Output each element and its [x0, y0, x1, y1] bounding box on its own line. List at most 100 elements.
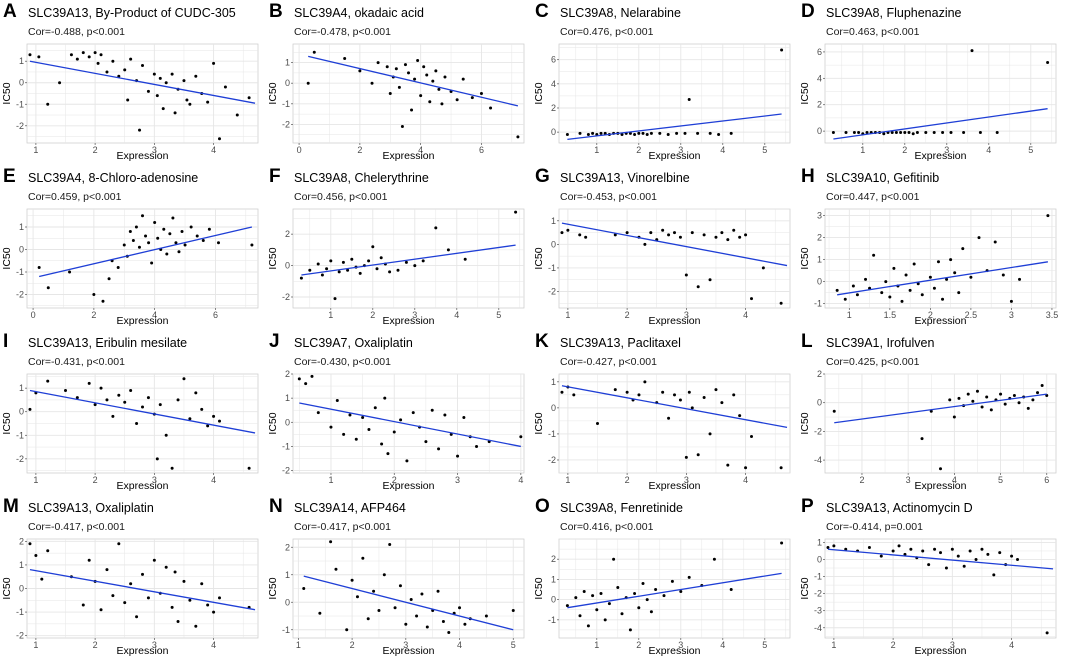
data-point [152, 558, 156, 562]
x-axis-label: Expression [383, 315, 435, 327]
panel-letter: H [801, 166, 815, 187]
data-point [206, 424, 210, 428]
y-tick-label: 6 [817, 47, 822, 57]
x-tick-label: 1 [328, 475, 333, 485]
correlation-stat: Cor=-0.431, p<0.001 [28, 356, 125, 368]
data-point [358, 69, 362, 73]
data-point [131, 239, 135, 242]
panel-letter: C [535, 1, 549, 22]
data-point [162, 227, 166, 231]
data-point [416, 59, 420, 62]
data-point [87, 381, 91, 385]
data-point [645, 133, 649, 137]
correlation-stat: Cor=-0.430, p<0.001 [294, 356, 391, 368]
data-point [335, 399, 339, 403]
panel-title: SLC39A13, Eribulin mesilate [28, 336, 187, 350]
data-point [341, 260, 345, 264]
panel-letter: I [3, 331, 8, 352]
data-point [447, 631, 451, 634]
data-point [666, 133, 670, 137]
data-point [397, 85, 401, 89]
data-point [455, 98, 459, 102]
data-point [1046, 214, 1050, 218]
data-point [388, 270, 392, 274]
y-axis-label: IC50 [267, 412, 279, 434]
data-point [726, 463, 730, 467]
data-point [422, 65, 426, 69]
panel-letter: E [3, 166, 16, 187]
data-point [400, 125, 404, 128]
data-point [643, 242, 647, 246]
chart-panel-m: M SLC39A13, Oxaliplatin Cor=-0.417, p<0.00… [0, 495, 266, 660]
data-point [366, 617, 370, 621]
x-tick-label: 4 [986, 145, 991, 155]
data-point [888, 295, 892, 299]
panel-title: SLC39A8, Fluphenazine [826, 6, 962, 20]
y-tick-label: 0 [285, 78, 290, 88]
data-point [158, 403, 162, 407]
y-tick-label: -2 [814, 589, 822, 599]
data-point [628, 628, 632, 632]
data-point [702, 395, 706, 399]
data-point [643, 380, 647, 384]
chart-svg: J SLC39A7, Oxaliplatin Cor=-0.430, p<0.001… [267, 331, 525, 492]
data-point [116, 266, 120, 269]
y-tick-label: -2 [16, 121, 24, 131]
data-point [434, 69, 438, 73]
data-point [720, 401, 724, 405]
y-tick-label: 1 [285, 393, 290, 403]
data-point [111, 59, 115, 63]
data-point [479, 92, 483, 95]
correlation-stat: Cor=-0.417, p<0.001 [294, 521, 391, 533]
x-tick-label: 1.5 [884, 310, 897, 320]
data-point [367, 259, 371, 263]
data-point [684, 455, 688, 459]
y-tick-label: -3 [814, 606, 822, 616]
chart-panel-f: F SLC39A8, Chelerythrine Cor=0.456, p<0.00… [266, 165, 532, 330]
data-point [586, 624, 590, 628]
data-point [367, 428, 371, 432]
x-tick-label: 6 [479, 145, 484, 155]
data-point [64, 389, 67, 392]
chart-svg: D SLC39A8, Fluphenazine Cor=0.463, p<0.001… [799, 1, 1057, 162]
x-axis-label: Expression [117, 150, 169, 162]
data-point [599, 592, 603, 596]
data-point [1016, 557, 1019, 561]
data-point [843, 297, 847, 301]
data-point [832, 409, 836, 413]
data-point [729, 588, 733, 592]
data-point [96, 61, 100, 65]
x-tick-label: 5 [762, 640, 767, 650]
data-point [168, 232, 172, 236]
chart-panel-a: A SLC39A13, By-Product of CUDC-305 Cor=-0.… [0, 0, 266, 165]
data-point [649, 610, 653, 614]
x-tick-label: 2 [392, 475, 397, 485]
data-point [780, 541, 784, 545]
data-point [375, 267, 379, 271]
x-tick-label: 1 [33, 475, 38, 485]
data-point [952, 415, 956, 419]
panel-letter: A [3, 1, 17, 22]
panel-title: SLC39A8, Fenretinide [560, 501, 683, 515]
correlation-stat: Cor=0.459, p<0.001 [28, 191, 122, 203]
data-point [126, 98, 130, 102]
data-point [99, 386, 103, 390]
panel-title: SLC39A7, Oxaliplatin [294, 336, 413, 350]
data-point [761, 266, 765, 270]
data-point [565, 133, 569, 137]
data-point [164, 565, 168, 569]
data-point [949, 130, 953, 134]
data-point [461, 77, 465, 81]
data-point [780, 48, 784, 52]
data-point [343, 56, 347, 60]
y-tick-label: -1 [16, 267, 24, 277]
data-point [342, 432, 346, 436]
y-tick-label: 0 [285, 261, 290, 271]
y-tick-label: -2 [16, 631, 24, 641]
data-point [420, 592, 424, 596]
y-tick-label: 1 [19, 222, 24, 232]
data-point [645, 598, 649, 602]
x-tick-label: 4 [211, 640, 216, 650]
regression-line [29, 389, 256, 434]
data-point [1046, 60, 1050, 64]
